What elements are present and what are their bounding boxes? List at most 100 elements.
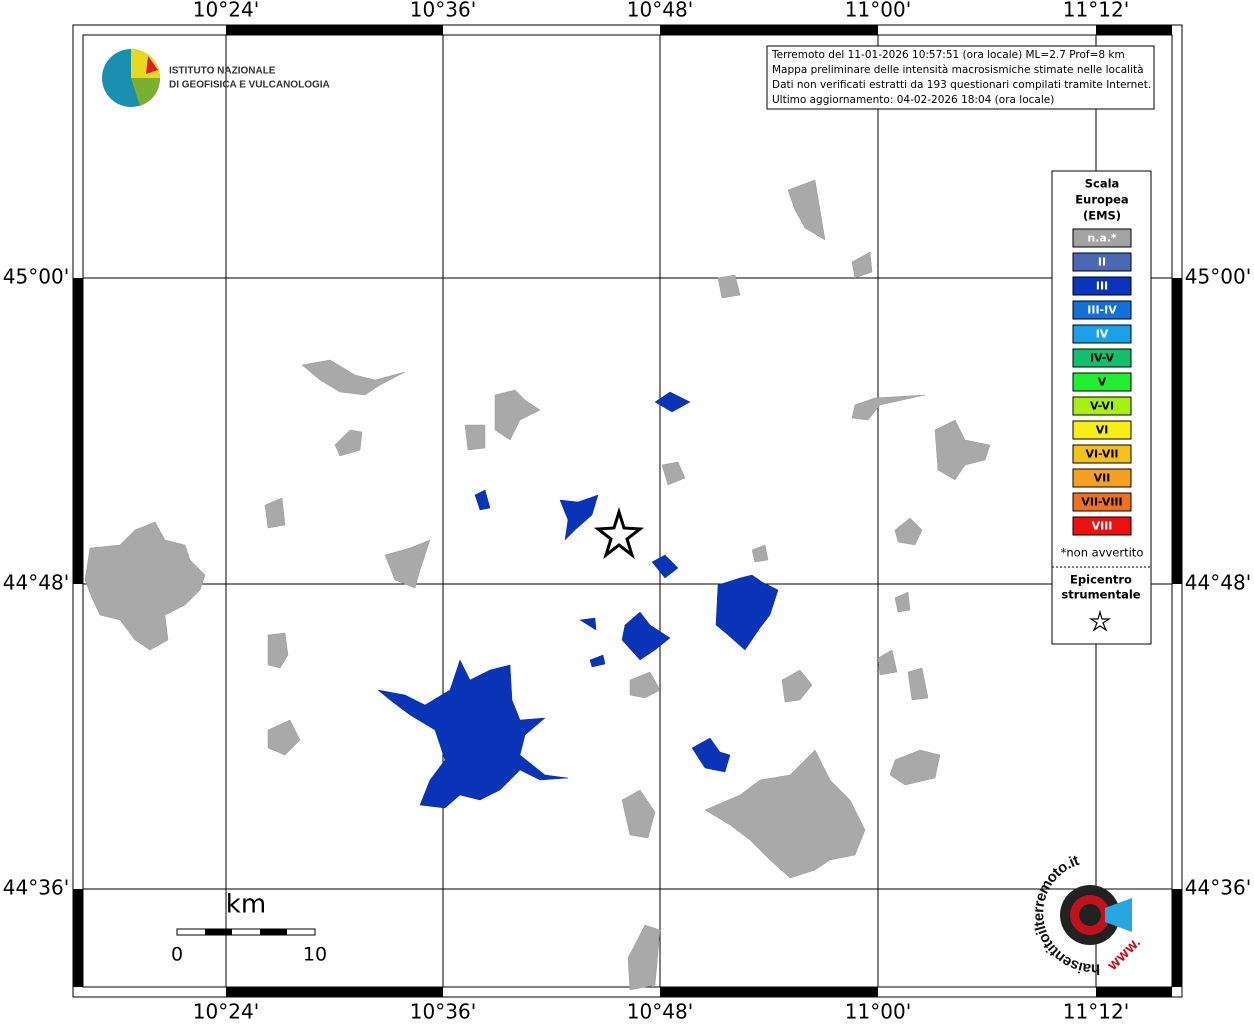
longitude-label: 10°36'	[410, 0, 476, 22]
legend-swatch	[1072, 276, 1132, 296]
latitude-label: 44°48'	[1185, 571, 1251, 595]
legend-swatch	[1072, 396, 1132, 416]
legend-swatch	[1072, 348, 1132, 368]
locality	[717, 274, 741, 299]
legend-swatch	[1072, 324, 1132, 344]
locality	[264, 497, 286, 529]
info-line: Ultimo aggiornamento: 04-02-2026 18:04 (…	[772, 94, 1054, 106]
locality	[781, 669, 813, 703]
latitude-label: 44°36'	[3, 876, 69, 900]
frame-bar	[1096, 987, 1172, 997]
badge-ring	[1079, 904, 1101, 926]
legend-label: IV-V	[1090, 352, 1115, 365]
locality	[894, 591, 911, 613]
legend-label: IV	[1096, 328, 1109, 341]
legend-swatch	[1072, 252, 1132, 272]
locality	[654, 391, 691, 413]
scale-bar-frame	[176, 928, 316, 936]
longitude-label: 10°36'	[410, 1000, 476, 1024]
legend-label: VII-VIII	[1081, 496, 1122, 509]
legend-label: VII	[1094, 472, 1111, 485]
scale-bar-segment	[205, 929, 232, 935]
longitude-label: 10°24'	[193, 0, 259, 22]
legend-swatch	[1072, 468, 1132, 488]
locality	[621, 789, 656, 839]
legend-swatch	[1072, 300, 1132, 320]
legend-label: VIII	[1092, 520, 1113, 533]
locality	[84, 521, 206, 651]
legend-swatch	[1072, 516, 1132, 536]
locality	[579, 617, 597, 631]
legend-note: *non avvertito	[1061, 546, 1144, 560]
longitude-label: 10°48'	[627, 0, 693, 22]
longitude-label: 11°00'	[845, 0, 911, 22]
locality	[559, 494, 599, 541]
longitude-label: 11°00'	[845, 1000, 911, 1024]
legend-swatch	[1072, 372, 1132, 392]
frame-bar	[226, 25, 443, 35]
latitude-label: 44°48'	[3, 571, 69, 595]
locality	[621, 611, 671, 661]
info-line: Mappa preliminare delle intensità macros…	[772, 64, 1144, 76]
legend-label: III	[1096, 280, 1108, 293]
legend-swatch	[1072, 444, 1132, 464]
locality	[877, 649, 898, 676]
frame	[72, 24, 1183, 998]
locality	[627, 924, 661, 991]
logo-text: DI GEOFISICA E VULCANOLOGIA	[169, 80, 330, 91]
localities	[84, 179, 991, 991]
locality	[384, 539, 431, 589]
latitude-label: 45°00'	[3, 265, 69, 289]
legend-epicenter: strumentale	[1061, 588, 1140, 602]
locality	[691, 737, 731, 773]
logo: ISTITUTO NAZIONALE DI GEOFISICA E VULCAN…	[102, 49, 330, 107]
longitude-label: 10°24'	[193, 1000, 259, 1024]
locality	[464, 424, 486, 451]
legend-label: V	[1098, 376, 1107, 389]
latitude-label: 44°36'	[1185, 876, 1251, 900]
frame-bar	[1172, 278, 1182, 584]
locality	[934, 419, 991, 481]
longitude-label: 10°48'	[627, 1000, 693, 1024]
frame-bar	[1096, 25, 1172, 35]
locality	[474, 489, 491, 511]
locality	[661, 461, 686, 486]
info-box	[766, 45, 1155, 110]
legend-label: V-VI	[1090, 400, 1114, 413]
locality	[751, 544, 769, 563]
info-line: Dati non verificati estratti da 193 ques…	[772, 79, 1151, 91]
latitude-label: 45°00'	[1185, 265, 1251, 289]
locality	[301, 359, 406, 396]
badge-horn	[1105, 898, 1132, 932]
legend-epicenter: Epicentro	[1070, 573, 1132, 587]
scale-bar-segment	[260, 929, 287, 935]
scale-bar: km 0 10	[171, 890, 327, 966]
logo-text: ISTITUTO NAZIONALE	[169, 66, 276, 77]
legend-swatch	[1072, 420, 1132, 440]
legend-label: II	[1098, 256, 1106, 269]
scale-unit: km	[226, 890, 266, 920]
legend-label: VI-VII	[1085, 448, 1118, 461]
legend-swatch	[1072, 492, 1132, 512]
frame-bar	[1172, 889, 1182, 987]
legend-title: (EMS)	[1083, 209, 1121, 223]
locality	[651, 554, 679, 579]
legend-label: VI	[1096, 424, 1109, 437]
longitude-label: 11°12'	[1063, 1000, 1129, 1024]
legend-label: n.a.*	[1087, 232, 1117, 245]
frame-bar	[660, 25, 878, 35]
frame-bar	[226, 987, 443, 997]
frame-bar	[660, 987, 878, 997]
locality	[377, 659, 569, 809]
info-line: Terremoto del 11-01-2026 10:57:51 (ora l…	[771, 49, 1125, 61]
locality	[851, 394, 926, 421]
frame-inner	[82, 34, 1173, 988]
locality	[704, 749, 866, 879]
locality	[589, 654, 606, 668]
info-lines: Terremoto del 11-01-2026 10:57:51 (ora l…	[771, 49, 1151, 106]
locality	[907, 667, 929, 701]
scale-end: 10	[303, 944, 327, 966]
frame-bar	[73, 889, 83, 987]
legend-content: ScalaEuropea(EMS)n.a.*IIIIIIII-IVIVIV-VV…	[1061, 177, 1144, 602]
